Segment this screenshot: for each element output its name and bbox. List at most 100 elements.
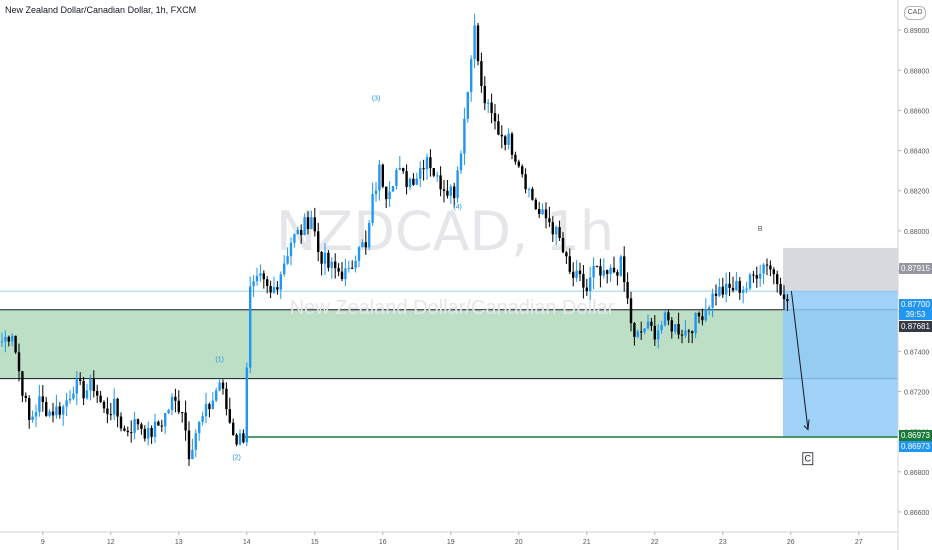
candle-body [320, 252, 323, 264]
arrow-head [803, 419, 810, 431]
candle-body [480, 61, 483, 87]
candle-body [378, 164, 381, 191]
candle-body [194, 433, 197, 450]
candle-body [752, 274, 755, 276]
time-tick-label: 9 [41, 539, 45, 546]
candle-body [381, 164, 384, 187]
candle-body [531, 188, 534, 200]
candle-body [453, 186, 456, 199]
projection-arrow[interactable] [790, 291, 809, 430]
candle-body [653, 325, 656, 340]
candle-body [184, 412, 187, 431]
candle-body [568, 256, 571, 272]
stop-loss-box[interactable] [783, 247, 898, 292]
candle-body [718, 286, 721, 296]
candle-body [14, 335, 17, 353]
candle-body [344, 268, 347, 280]
candle-body [524, 174, 527, 190]
candle-body [28, 398, 31, 420]
candle-body [204, 404, 208, 417]
candle-body [517, 161, 520, 167]
candle-body [541, 209, 544, 215]
candle-body [174, 396, 177, 401]
candle-body [92, 379, 95, 392]
candle-body [548, 218, 551, 223]
candle-body [436, 175, 439, 177]
candle-body [769, 265, 772, 270]
candle-body [164, 413, 167, 427]
candle-body [412, 178, 415, 185]
candle-body [153, 421, 157, 437]
wave-label: (2) [232, 455, 241, 462]
candle-body [500, 134, 503, 137]
candle-body [133, 419, 136, 433]
candle-body [616, 272, 619, 276]
candle-body [493, 113, 497, 122]
candle-body [490, 102, 493, 114]
candle-body [330, 261, 333, 268]
candle-body [371, 194, 374, 223]
candle-body [677, 324, 680, 335]
candle-body [565, 252, 568, 257]
price-tick-label: 0.89000 [904, 28, 929, 35]
candle-body [708, 307, 711, 310]
candle-body [408, 178, 412, 188]
price-tick-label: 0.86600 [904, 510, 929, 517]
time-tick-label: 27 [855, 539, 863, 546]
candle-body [99, 395, 102, 402]
candle-body [140, 424, 143, 429]
candle-body [507, 133, 510, 145]
price-tick-label: 0.88000 [904, 229, 929, 236]
candle-body [337, 268, 340, 272]
candle-body [446, 190, 449, 196]
time-tick-label: 21 [583, 539, 591, 546]
candle-body [11, 335, 14, 342]
candle-body [181, 412, 184, 414]
candle-body [776, 274, 779, 285]
candle-body [58, 406, 61, 415]
candle-body [599, 266, 602, 276]
wave-label: C [805, 454, 812, 464]
time-tick-label: 12 [107, 539, 115, 546]
candle-body [762, 264, 765, 274]
candle-body [255, 275, 259, 282]
candle-body [289, 242, 293, 257]
candle-body [215, 390, 218, 401]
candle-body [538, 208, 541, 215]
candle-body [483, 86, 486, 104]
currency-button[interactable]: CAD [904, 6, 926, 20]
candle-body [147, 427, 150, 439]
candle-body [252, 281, 255, 287]
candle-body [466, 91, 469, 119]
candle-body [504, 136, 507, 145]
candle-body [347, 267, 350, 269]
candle-body [327, 252, 330, 268]
candle-body [79, 379, 82, 381]
candle-body [646, 321, 650, 329]
candle-body [575, 270, 578, 278]
candle-body [521, 166, 524, 175]
take-profit-box[interactable] [783, 291, 898, 438]
candle-body [245, 367, 248, 443]
candle-body [395, 169, 398, 186]
time-tick-label: 20 [515, 539, 523, 546]
candle-body [228, 409, 231, 423]
candle-body [276, 287, 279, 290]
candle-body [130, 432, 133, 434]
candle-body [34, 412, 38, 417]
candle-body [572, 271, 575, 278]
candle-body [779, 284, 782, 295]
candle-body [279, 274, 282, 290]
candle-body [759, 273, 762, 279]
candle-body [442, 189, 446, 191]
candle-body [170, 396, 174, 410]
candle-body [126, 430, 129, 433]
candle-body [109, 414, 112, 416]
time-tick-label: 23 [719, 539, 727, 546]
time-tick-label: 19 [447, 539, 455, 546]
price-tag-stop: 0.87915 [899, 263, 932, 274]
candle-body [612, 267, 616, 273]
candle-body [354, 260, 357, 268]
support-zone[interactable] [0, 309, 898, 379]
